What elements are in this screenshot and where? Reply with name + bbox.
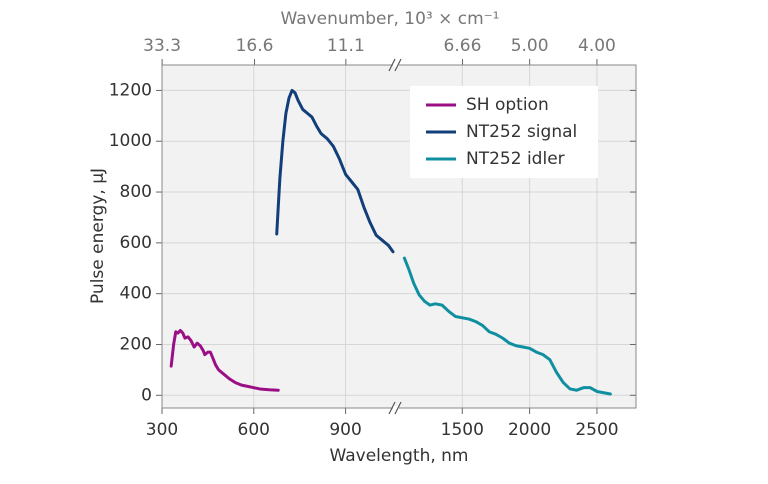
x-tick-label: 600 [238, 420, 270, 440]
axis-break-mark [388, 58, 396, 72]
x-axis-title: Wavelength, nm [330, 446, 469, 466]
y-tick-label: 600 [120, 233, 152, 253]
x2-tick-label: 5.00 [511, 36, 549, 56]
axis-break-gap [393, 63, 399, 67]
x2-tick-label: 6.66 [444, 36, 482, 56]
x-tick-label: 2000 [508, 420, 551, 440]
x-tick-label: 1500 [441, 420, 484, 440]
x-tick-label: 2500 [575, 420, 618, 440]
y-tick-label: 800 [120, 182, 152, 202]
series-line [169, 329, 280, 392]
y-tick-label: 0 [141, 385, 152, 405]
series-line [275, 88, 395, 254]
axis-break-mark [394, 58, 402, 72]
axis-break-gap [393, 406, 399, 410]
x-tick-label: 300 [146, 420, 178, 440]
series-line [402, 256, 612, 396]
legend-label: NT252 signal [466, 122, 577, 142]
x2-axis-title: Wavenumber, 10³ × cm⁻¹ [280, 9, 499, 29]
x2-tick-label: 16.6 [236, 36, 274, 56]
y-tick-label: 200 [120, 334, 152, 354]
y-tick-label: 1000 [109, 131, 152, 151]
axis-break-mark [388, 401, 396, 415]
x2-tick-label: 11.1 [327, 36, 365, 56]
x2-tick-label: 33.3 [143, 36, 181, 56]
legend-label: NT252 idler [466, 149, 565, 169]
axis-break-mark [394, 401, 402, 415]
y-tick-label: 1200 [109, 80, 152, 100]
y-tick-label: 400 [120, 284, 152, 304]
x-tick-label: 900 [329, 420, 361, 440]
legend-label: SH option [466, 95, 549, 115]
y-axis-title: Pulse energy, µJ [88, 168, 108, 304]
x2-tick-label: 4.00 [578, 36, 616, 56]
